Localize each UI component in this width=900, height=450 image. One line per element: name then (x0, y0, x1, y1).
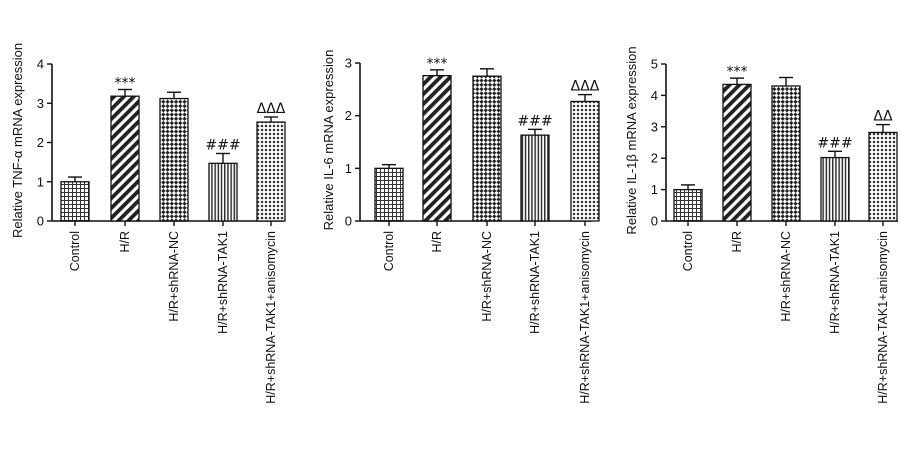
y-tick-label: 0 (651, 214, 658, 229)
bar-2 (110, 95, 140, 222)
x-category-label: H/R+shRNA-TAK1+anisomycin (578, 231, 592, 404)
y-axis-label: Relative IL-6 mRNA expression (321, 50, 336, 231)
x-category-label: H/R+shRNA-TAK1+anisomycin (264, 231, 278, 404)
y-tick-label: 5 (651, 57, 658, 72)
y-tick-label: 2 (345, 108, 352, 123)
bar-1 (673, 188, 703, 222)
bar-3 (159, 97, 189, 222)
x-category-label: H/R+shRNA-NC (480, 231, 494, 322)
bar-4 (208, 162, 238, 222)
x-category-label: H/R+shRNA-NC (779, 231, 793, 322)
y-axis-label: Relative IL-1β mRNA expression (624, 46, 639, 234)
x-category-label: H/R+shRNA-TAK1 (528, 231, 542, 334)
y-tick-label: 4 (37, 57, 44, 72)
chart-panel-3: 0 1 2 3 4 5 Relative IL-1β mRNA expression Cont… (624, 46, 898, 404)
x-category-label: Control (681, 231, 695, 271)
y-tick-label: 3 (37, 96, 44, 111)
chart-panel-1: 0 1 2 3 4 Relative TNF-α mRNA expression Contr… (10, 43, 286, 404)
bar-2 (722, 83, 752, 222)
x-category-label: H/R (118, 231, 132, 253)
bar-3 (472, 75, 502, 222)
chart-panel-2: 0 1 2 3 Relative IL-6 mRNA expression Control… (321, 50, 600, 404)
x-category-label: Control (68, 231, 82, 271)
y-tick-label: 1 (651, 182, 658, 197)
y-tick-label: 0 (37, 214, 44, 229)
bar-4 (820, 156, 850, 222)
significance-label: ΔΔΔ (257, 101, 286, 117)
significance-label: ### (205, 137, 240, 153)
significance-label: ΔΔΔ (571, 79, 600, 95)
significance-label: *** (727, 64, 748, 80)
x-category-label: H/R (730, 231, 744, 253)
x-category-label: Control (382, 231, 396, 271)
bar-5 (256, 121, 286, 222)
bar-4 (520, 134, 550, 222)
y-tick-label: 4 (651, 88, 658, 103)
y-tick-label: 1 (345, 161, 352, 176)
significance-label: ΔΔ (873, 109, 893, 125)
y-tick-label: 3 (651, 119, 658, 134)
bar-1 (60, 181, 90, 222)
y-tick-label: 2 (651, 151, 658, 166)
bar-2 (422, 74, 452, 222)
significance-label: ### (817, 135, 852, 151)
y-tick-label: 0 (345, 214, 352, 229)
y-tick-label: 3 (345, 56, 352, 71)
bar-1 (374, 167, 404, 222)
y-tick-label: 1 (37, 174, 44, 189)
significance-label: *** (427, 56, 448, 72)
y-tick-label: 2 (37, 135, 44, 150)
y-axis-label: Relative TNF-α mRNA expression (10, 43, 25, 238)
significance-label: *** (115, 76, 136, 92)
bar-5 (868, 131, 898, 222)
significance-label: ### (517, 113, 552, 129)
x-category-label: H/R+shRNA-NC (167, 231, 181, 322)
x-category-label: H/R+shRNA-TAK1+anisomycin (876, 231, 890, 404)
bar-3 (771, 85, 801, 222)
x-category-label: H/R+shRNA-TAK1 (828, 231, 842, 334)
x-category-label: H/R (430, 231, 444, 253)
bar-5 (570, 100, 600, 222)
x-category-label: H/R+shRNA-TAK1 (216, 231, 230, 334)
